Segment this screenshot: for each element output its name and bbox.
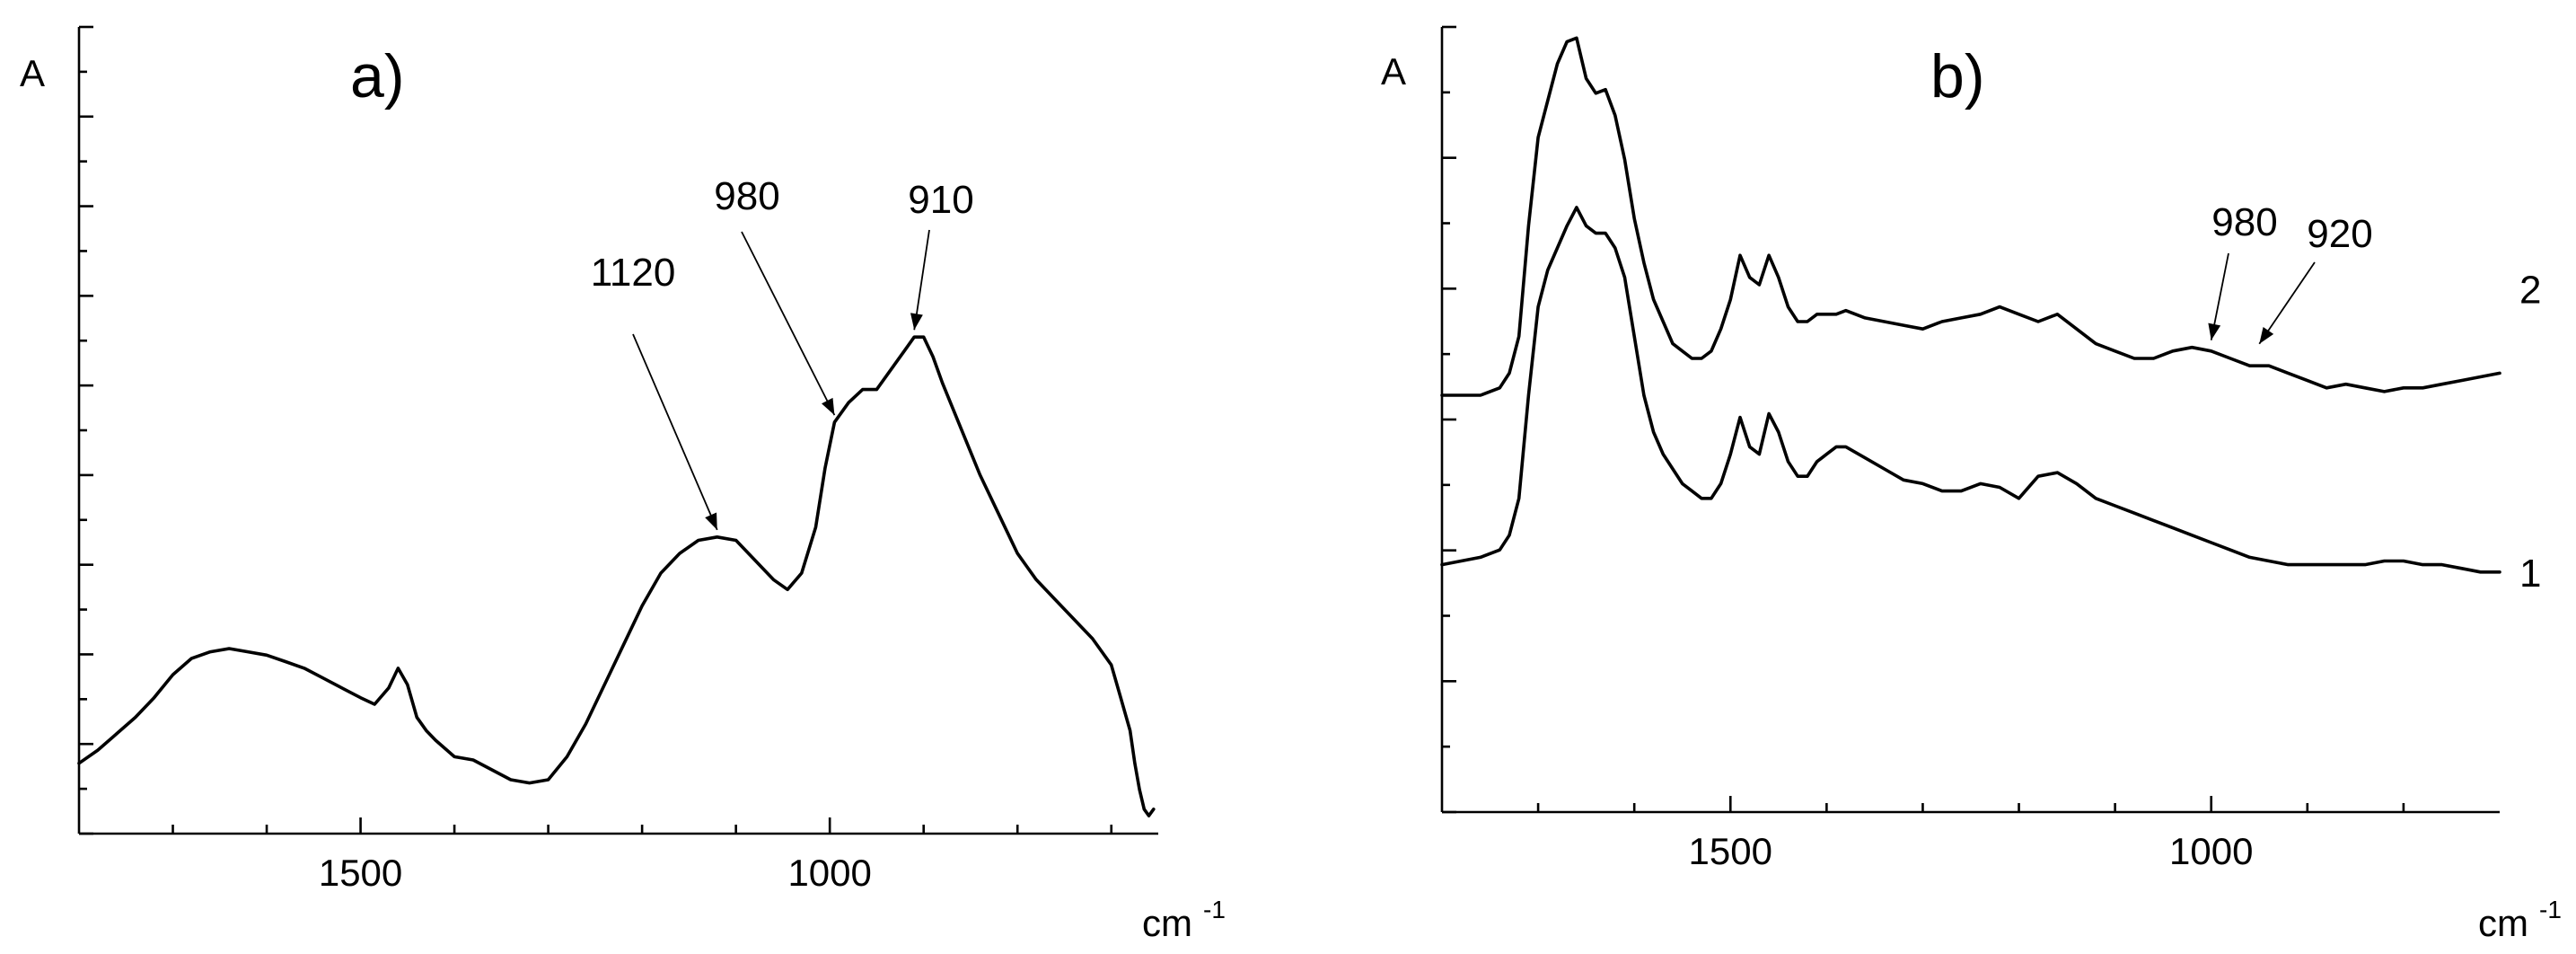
annotation-arrowhead [2208, 322, 2221, 340]
panel-a-y-axis-label: A [20, 52, 45, 94]
panel-b-annotations: 980 920 [2208, 200, 2373, 345]
annotation-arrowhead [910, 313, 923, 331]
annotation-label: 980 [714, 174, 779, 218]
annotation-arrow [2258, 261, 2316, 345]
panel-b-x-axis-label: cm [2478, 902, 2528, 944]
panel-a-x-axis-label-superscript: -1 [1203, 896, 1226, 923]
annotation-arrow [741, 231, 836, 416]
annotation-arrow [913, 229, 930, 331]
series-line-1 [77, 335, 1156, 817]
panel-a-plot [77, 335, 1156, 817]
panel-a-label: a) [350, 42, 404, 110]
series-line-1 [1440, 206, 2501, 574]
series-line-2 [1440, 36, 2501, 397]
x-tick-label: 1500 [319, 852, 402, 894]
annotation-arrowhead [705, 512, 717, 530]
annotation-label: 980 [2211, 200, 2277, 244]
panel-b-axes: 1500 1000 [1440, 25, 2500, 872]
panel-b: b) A cm -1 1500 1000 980 920 12 [1381, 25, 2562, 944]
annotation-label: 920 [2307, 212, 2372, 256]
panel-b-y-axis-label: A [1381, 50, 1406, 93]
series-label-2: 2 [2519, 268, 2541, 312]
x-tick-label: 1500 [1689, 830, 1772, 872]
panel-a-annotations: 1120 980 910 [591, 174, 974, 531]
annotation-arrow [632, 333, 718, 531]
series-label-1: 1 [2519, 552, 2541, 596]
x-tick-label: 1000 [787, 852, 871, 894]
annotation-arrowhead [2259, 326, 2274, 344]
annotation-label: 910 [908, 178, 973, 222]
x-tick-label: 1000 [2169, 830, 2253, 872]
panel-b-x-axis-label-superscript: -1 [2539, 896, 2562, 923]
annotation-arrowhead [822, 397, 835, 416]
annotation-label: 1120 [591, 251, 676, 295]
panel-b-series-labels: 12 [2519, 268, 2541, 595]
panel-a-axes: 1500 1000 [77, 25, 1158, 894]
panel-a-x-axis-label: cm [1142, 902, 1192, 944]
panel-b-label: b) [1930, 42, 1984, 110]
panel-a: a) A cm -1 1500 1000 1120 980 910 [20, 25, 1226, 944]
panel-b-plot [1440, 36, 2501, 574]
